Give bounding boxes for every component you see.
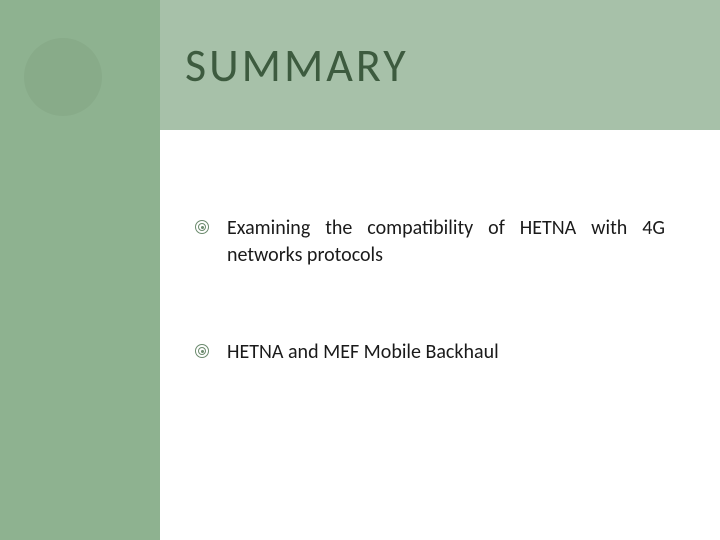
bullet-text: Examining the compatibility of HETNA wit…: [227, 215, 665, 269]
decorative-circle: [24, 38, 102, 116]
slide-title: SUMMARY: [185, 38, 409, 94]
content-area: Examining the compatibility of HETNA wit…: [195, 215, 665, 436]
target-bullet-icon: [195, 344, 209, 358]
list-item: HETNA and MEF Mobile Backhaul: [195, 339, 665, 366]
list-item: Examining the compatibility of HETNA wit…: [195, 215, 665, 269]
target-bullet-icon: [195, 220, 209, 234]
bullet-text: HETNA and MEF Mobile Backhaul: [227, 339, 499, 366]
